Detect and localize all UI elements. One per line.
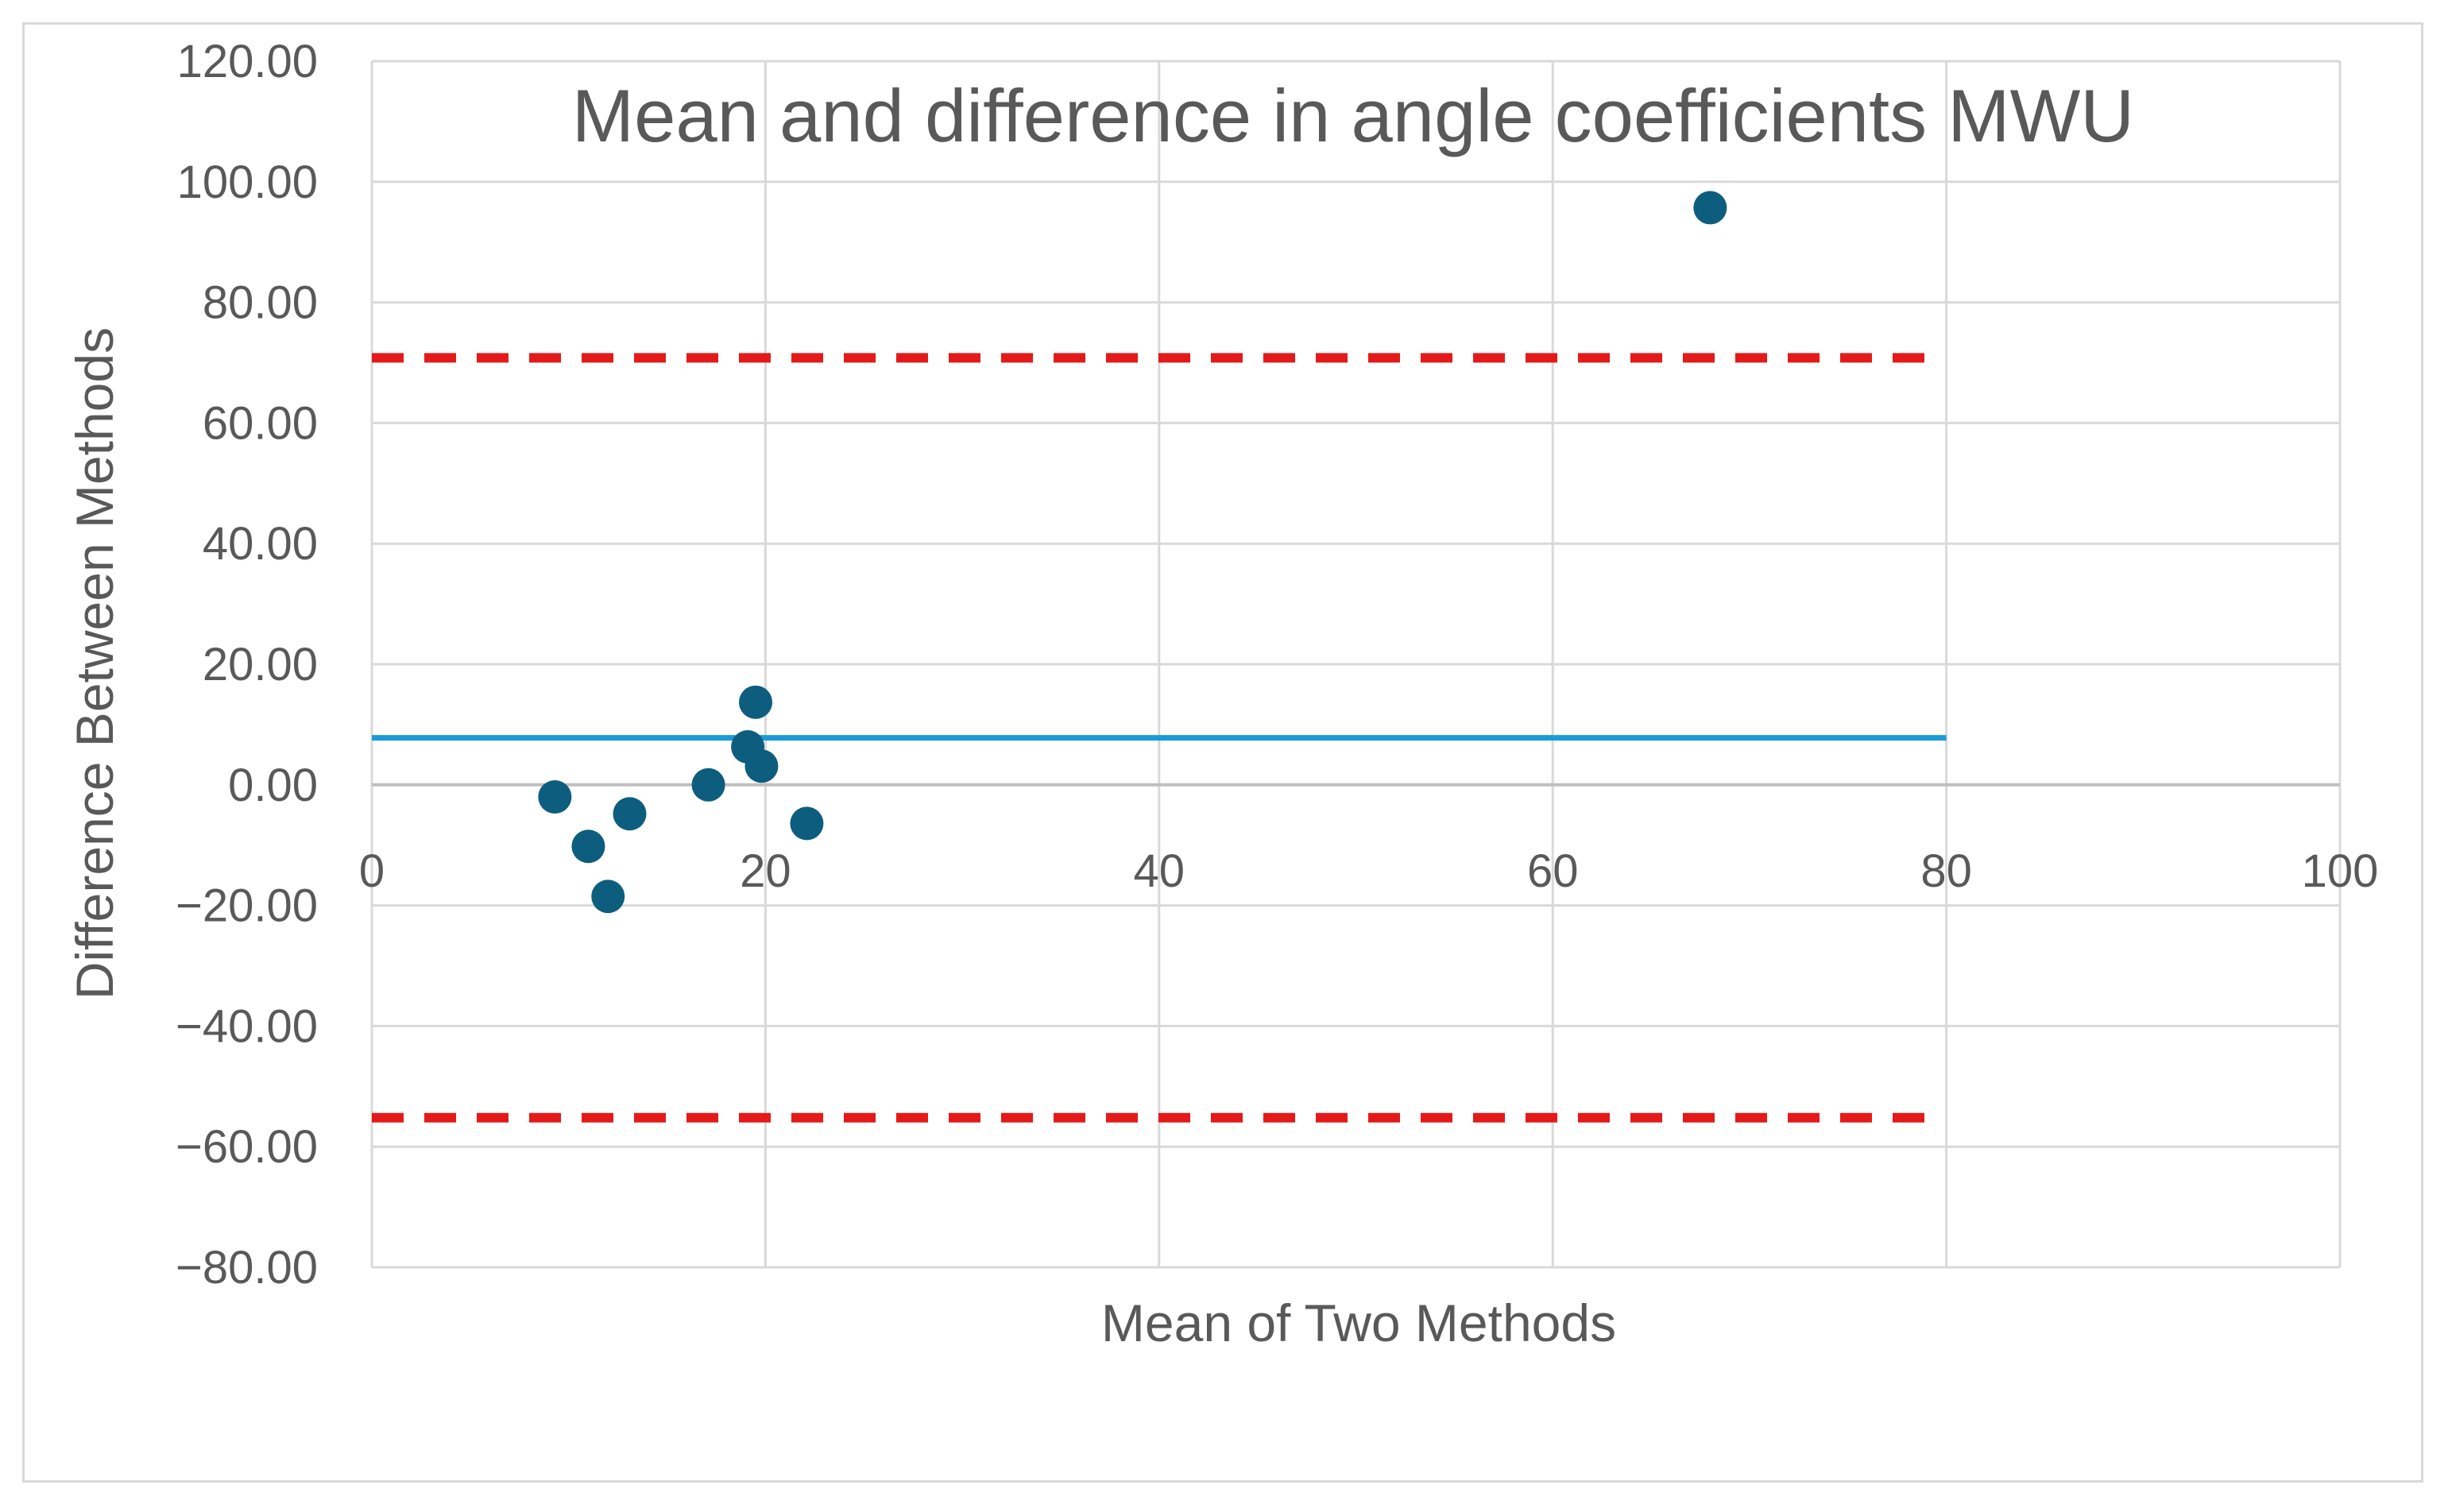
chart-title: Mean and difference in angle coefficient… bbox=[572, 74, 2134, 157]
data-point bbox=[691, 768, 725, 802]
data-points bbox=[538, 191, 1727, 914]
data-point bbox=[591, 880, 625, 914]
reference-lines bbox=[372, 353, 1947, 1123]
y-tick-label: −80.00 bbox=[176, 1242, 318, 1294]
x-tick-label: 0 bbox=[359, 845, 385, 897]
y-tick-label: −20.00 bbox=[176, 880, 318, 932]
y-tick-labels: 120.00 100.00 80.00 60.00 40.00 20.00 0.00 −20.… bbox=[176, 36, 318, 1294]
x-tick-label: 20 bbox=[740, 845, 791, 897]
y-tick-label: 120.00 bbox=[177, 36, 318, 87]
y-tick-label: −40.00 bbox=[176, 1000, 318, 1052]
x-tick-labels: 0 20 40 60 80 100 bbox=[359, 845, 2379, 897]
data-point bbox=[744, 749, 779, 783]
chart-frame bbox=[22, 22, 2423, 1483]
gridlines bbox=[370, 60, 2342, 1269]
x-tick-label: 60 bbox=[1527, 845, 1579, 897]
data-point bbox=[1693, 191, 1727, 225]
x-tick-label: 100 bbox=[2302, 845, 2379, 897]
y-axis-title: Difference Between Methods bbox=[65, 327, 124, 1000]
y-tick-label: −60.00 bbox=[176, 1121, 318, 1173]
data-point bbox=[571, 829, 605, 864]
y-tick-label: 60.00 bbox=[203, 397, 318, 449]
y-tick-label: 40.00 bbox=[203, 518, 318, 570]
data-point bbox=[739, 685, 773, 719]
data-point bbox=[790, 806, 824, 841]
data-point bbox=[613, 797, 647, 831]
data-point bbox=[538, 779, 572, 814]
y-tick-label: 20.00 bbox=[203, 639, 318, 690]
y-tick-label: 80.00 bbox=[203, 277, 318, 329]
y-tick-label: 100.00 bbox=[177, 157, 318, 208]
x-tick-label: 80 bbox=[1920, 845, 1972, 897]
x-tick-label: 40 bbox=[1134, 845, 1185, 897]
x-axis-title: Mean of Two Methods bbox=[1101, 1294, 1616, 1352]
y-tick-label: 0.00 bbox=[228, 760, 318, 811]
